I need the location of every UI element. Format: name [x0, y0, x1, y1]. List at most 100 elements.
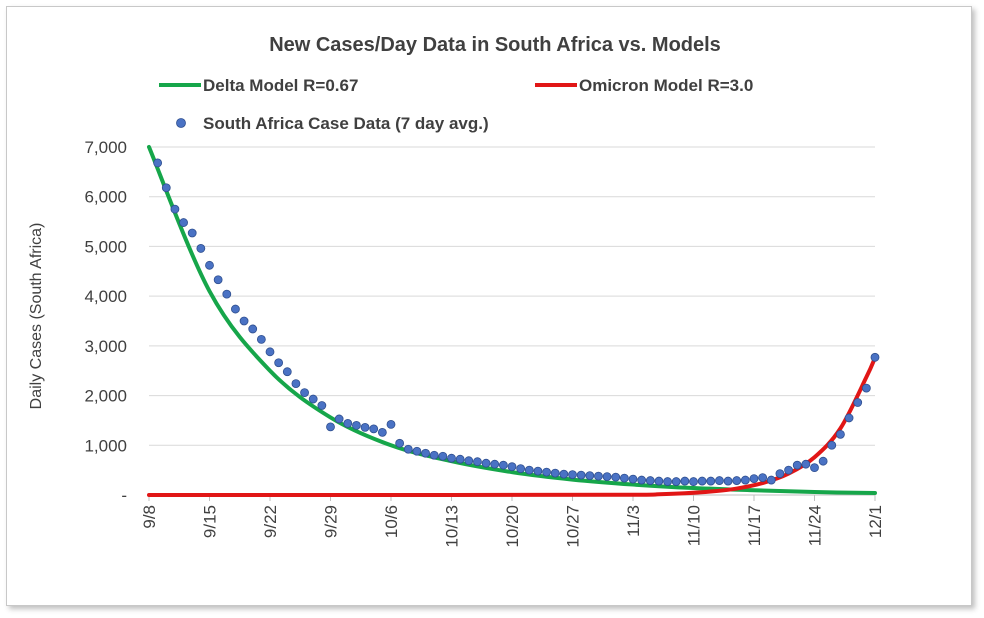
- case-data-point: [844, 413, 854, 423]
- case-data-point: [671, 477, 681, 486]
- case-data-point: [697, 476, 707, 486]
- case-data-point: [196, 244, 206, 253]
- case-data-point: [403, 444, 413, 454]
- case-data-point: [274, 358, 284, 368]
- case-data-point: [861, 383, 871, 393]
- case-data-point: [637, 475, 647, 485]
- case-data-point: [360, 422, 370, 432]
- case-data-point: [256, 334, 266, 344]
- case-data-point: [775, 469, 785, 479]
- delta-model-line: [147, 145, 877, 496]
- case-data-point: [248, 324, 258, 334]
- case-data-point: [343, 419, 353, 428]
- case-data-point: [836, 429, 845, 439]
- case-data-point: [706, 476, 716, 486]
- case-data-point: [395, 438, 405, 448]
- case-data-point: [766, 475, 776, 485]
- case-data-point: [524, 465, 534, 475]
- x-tick-label: 9/22: [261, 505, 280, 538]
- case-data-point: [542, 467, 551, 477]
- legend-label-case-data: South Africa Case Data (7 day avg.): [203, 114, 489, 133]
- chart: New Cases/Day Data in South Africa vs. M…: [28, 34, 885, 548]
- case-data-point: [689, 477, 698, 486]
- case-data-point: [818, 456, 828, 466]
- case-data-point: [239, 316, 249, 326]
- y-tick-label: 4,000: [84, 287, 127, 306]
- case-data-point: [412, 446, 422, 456]
- grid-layer: [149, 146, 875, 496]
- case-data-point: [585, 471, 595, 481]
- case-data-point: [550, 468, 560, 478]
- case-data-point: [170, 204, 180, 214]
- case-data-point: [308, 394, 318, 404]
- x-tick-label: 11/10: [685, 505, 704, 546]
- case-data-point: [611, 472, 621, 482]
- case-data-point: [507, 462, 517, 472]
- x-tick-label: 9/8: [140, 505, 159, 529]
- omicron-model-line: [147, 355, 877, 498]
- chart-title: New Cases/Day Data in South Africa vs. M…: [269, 34, 721, 56]
- case-data-point: [619, 473, 629, 483]
- legend-label-delta: Delta Model R=0.67: [203, 76, 358, 95]
- legend-label-omicron: Omicron Model R=3.0: [579, 76, 753, 95]
- case-data-point: [161, 183, 171, 193]
- case-data-point: [300, 388, 309, 397]
- case-data-point: [473, 457, 482, 467]
- case-data-point: [654, 476, 664, 486]
- case-data-point: [559, 469, 569, 479]
- case-data-point: [827, 440, 837, 450]
- case-data-point: [153, 158, 163, 168]
- case-data-point: [576, 470, 586, 480]
- y-axis-title: Daily Cases (South Africa): [28, 223, 45, 410]
- x-tick-label: 9/29: [322, 505, 341, 538]
- case-data-point: [377, 427, 387, 437]
- x-tick-label: 9/15: [201, 505, 220, 538]
- case-data-point: [594, 471, 603, 481]
- legend-item-case-data: South Africa Case Data (7 day avg.): [176, 114, 489, 133]
- case-data-point: [213, 275, 223, 285]
- case-data-point: [490, 459, 500, 469]
- case-data-point: [749, 474, 759, 483]
- y-tick-label: 6,000: [84, 188, 127, 207]
- case-data-point: [723, 476, 733, 486]
- x-tick-label: 12/1: [866, 505, 885, 538]
- case-data-point: [853, 398, 863, 407]
- y-tick-label: -: [121, 486, 127, 505]
- case-data-point: [628, 474, 638, 484]
- case-data-point: [334, 414, 344, 424]
- plot-area: [147, 145, 880, 498]
- y-axis: - 1,000 2,000 3,000 4,000 5,000 6,000 7,000: [84, 138, 127, 505]
- case-data-point: [179, 218, 188, 227]
- case-data-point: [455, 454, 465, 464]
- case-data-point: [645, 476, 655, 485]
- legend-swatch-case-data: [176, 118, 186, 128]
- y-tick-label: 7,000: [84, 138, 127, 157]
- case-data-point: [352, 420, 361, 430]
- case-data-point: [801, 459, 811, 469]
- case-data-point: [663, 477, 672, 486]
- case-data-point: [732, 476, 742, 485]
- case-data-point: [810, 463, 819, 473]
- legend: Delta Model R=0.67 Omicron Model R=3.0 S…: [159, 76, 753, 133]
- case-data-point: [792, 460, 802, 470]
- case-data-point: [222, 289, 232, 299]
- x-tick-label: 11/17: [745, 505, 764, 546]
- legend-item-omicron: Omicron Model R=3.0: [535, 76, 753, 95]
- case-data-point: [317, 401, 327, 410]
- y-tick-label: 1,000: [84, 436, 127, 455]
- case-data-point: [447, 453, 456, 463]
- case-data-point: [870, 352, 880, 362]
- case-data-point: [758, 473, 768, 483]
- case-data-point: [784, 465, 793, 475]
- case-data-point: [231, 304, 240, 314]
- case-data-point: [533, 466, 543, 476]
- case-data-point: [715, 476, 724, 485]
- case-data-point: [568, 470, 577, 480]
- x-tick-label: 11/24: [806, 505, 825, 546]
- case-data-point: [602, 472, 612, 482]
- case-data-point: [498, 460, 508, 470]
- case-data-point: [282, 367, 292, 377]
- case-data-point: [291, 379, 301, 389]
- case-data-point: [516, 464, 526, 474]
- y-tick-label: 2,000: [84, 387, 127, 406]
